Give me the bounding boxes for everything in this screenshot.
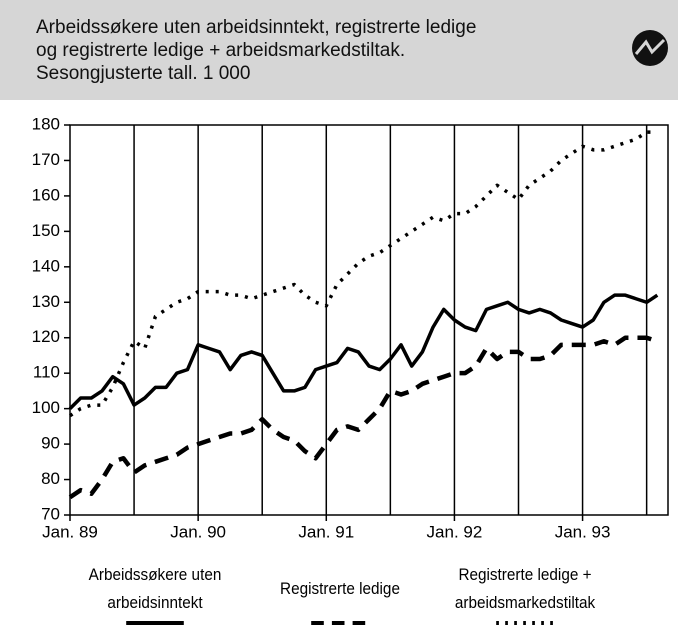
- chart-title: Arbeidssøkere uten arbeidsinntekt, regis…: [36, 16, 476, 85]
- legend-label: Registrerte ledige: [280, 579, 400, 598]
- y-tick-label: 130: [32, 292, 60, 311]
- y-tick-label: 160: [32, 185, 60, 204]
- series-line: [68, 335, 659, 500]
- legend-swatch: [496, 621, 554, 625]
- legend-swatch: [311, 621, 369, 625]
- chart: 70 80 90 100 110 120 130 140 150 160 170 180 Jan. 89…: [32, 114, 669, 541]
- y-tick-label: 150: [32, 221, 60, 240]
- legend-item: Registrerte ledige: [255, 560, 426, 628]
- y-tick-label: 90: [41, 434, 60, 453]
- title-line: og registrerte ledige + arbeidsmarkedsti…: [36, 40, 406, 61]
- x-tick-label: Jan. 90: [170, 522, 226, 541]
- x-tick-label: Jan. 93: [555, 522, 611, 541]
- y-tick-label: 80: [41, 469, 60, 488]
- legend: Arbeidssøkere uten arbeidsinntekt Registr…: [0, 560, 678, 632]
- y-tick-label: 110: [33, 363, 60, 382]
- x-tick-label: Jan. 89: [42, 522, 98, 541]
- y-tick-label: 180: [32, 114, 60, 133]
- logo: [632, 30, 668, 66]
- x-tick-label: Jan. 92: [427, 522, 483, 541]
- series-line: [69, 130, 658, 418]
- y-tick-label: 100: [32, 398, 60, 417]
- legend-label: Arbeidssøkere uten arbeidsinntekt: [88, 565, 222, 612]
- y-tick-label: 120: [32, 327, 60, 346]
- legend-label: Registrerte ledige + arbeidsmarkedstilta…: [454, 565, 596, 612]
- header: Arbeidssøkere uten arbeidsinntekt, regis…: [0, 0, 678, 100]
- title-line: Arbeidssøkere uten arbeidsinntekt, regis…: [36, 17, 477, 38]
- x-tick-label: Jan. 91: [298, 522, 354, 541]
- y-tick-label: 70: [41, 504, 60, 523]
- series-line: [68, 293, 659, 410]
- y-tick-label: 170: [32, 150, 60, 169]
- title-line: Sesongjusterte tall. 1 000: [36, 63, 251, 84]
- plot-frame: [69, 124, 669, 516]
- legend-item: Arbeidssøkere uten arbeidsinntekt: [70, 560, 241, 628]
- y-tick-label: 140: [32, 256, 60, 275]
- legend-item: Registrerte ledige + arbeidsmarkedstilta…: [440, 560, 611, 628]
- legend-swatch: [126, 621, 184, 625]
